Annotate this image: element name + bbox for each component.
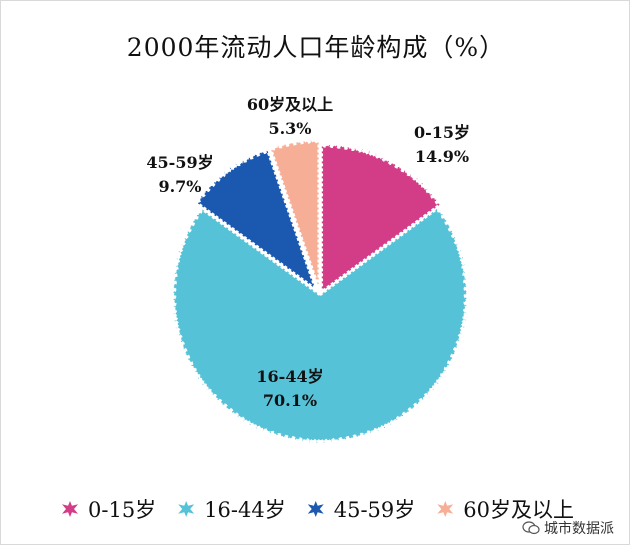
legend-swatch-16-44 [178,501,195,517]
chart-title: 2000年流动人口年龄构成（%） [126,33,506,62]
data-label-value-0-15: 14.9% [415,147,469,166]
data-label-value-45-59: 9.7% [158,177,201,196]
data-label-value-16-44: 70.1% [263,391,317,410]
data-label-category-60-plus: 60岁及以上 [247,95,333,114]
legend-swatch-60-plus [437,501,454,517]
data-label-value-60-plus: 5.3% [268,119,311,138]
legend-label-45-59: 45-59岁 [333,498,416,522]
legend-label-16-44: 16-44岁 [204,498,286,522]
legend: 0-15岁 16-44岁 45-59岁 60岁及以上 [62,494,596,524]
legend-item-0-15: 0-15岁 [62,494,156,524]
legend-item-45-59: 45-59岁 [307,494,416,524]
data-label-category-0-15: 0-15岁 [414,123,470,142]
chart-frame [0,0,630,545]
data-label-category-16-44: 16-44岁 [256,367,323,386]
legend-label-60-plus: 60岁及以上 [463,498,575,522]
pie-slice-60-plus [267,134,320,288]
pie-slice-45-59 [194,148,318,292]
pie-slice-16-44 [169,203,471,446]
data-label-category-45-59: 45-59岁 [146,153,213,172]
watermark-text: 城市数据派 [544,521,614,537]
legend-swatch-45-59 [307,501,324,517]
legend-item-60-plus: 60岁及以上 [437,494,574,524]
legend-label-0-15: 0-15岁 [88,498,157,522]
legend-swatch-0-15 [62,501,78,517]
wechat-icon [522,521,540,535]
legend-item-16-44: 16-44岁 [178,494,286,524]
watermark: 城市数据派 [522,518,614,538]
pie-slice-0-15 [320,141,442,294]
